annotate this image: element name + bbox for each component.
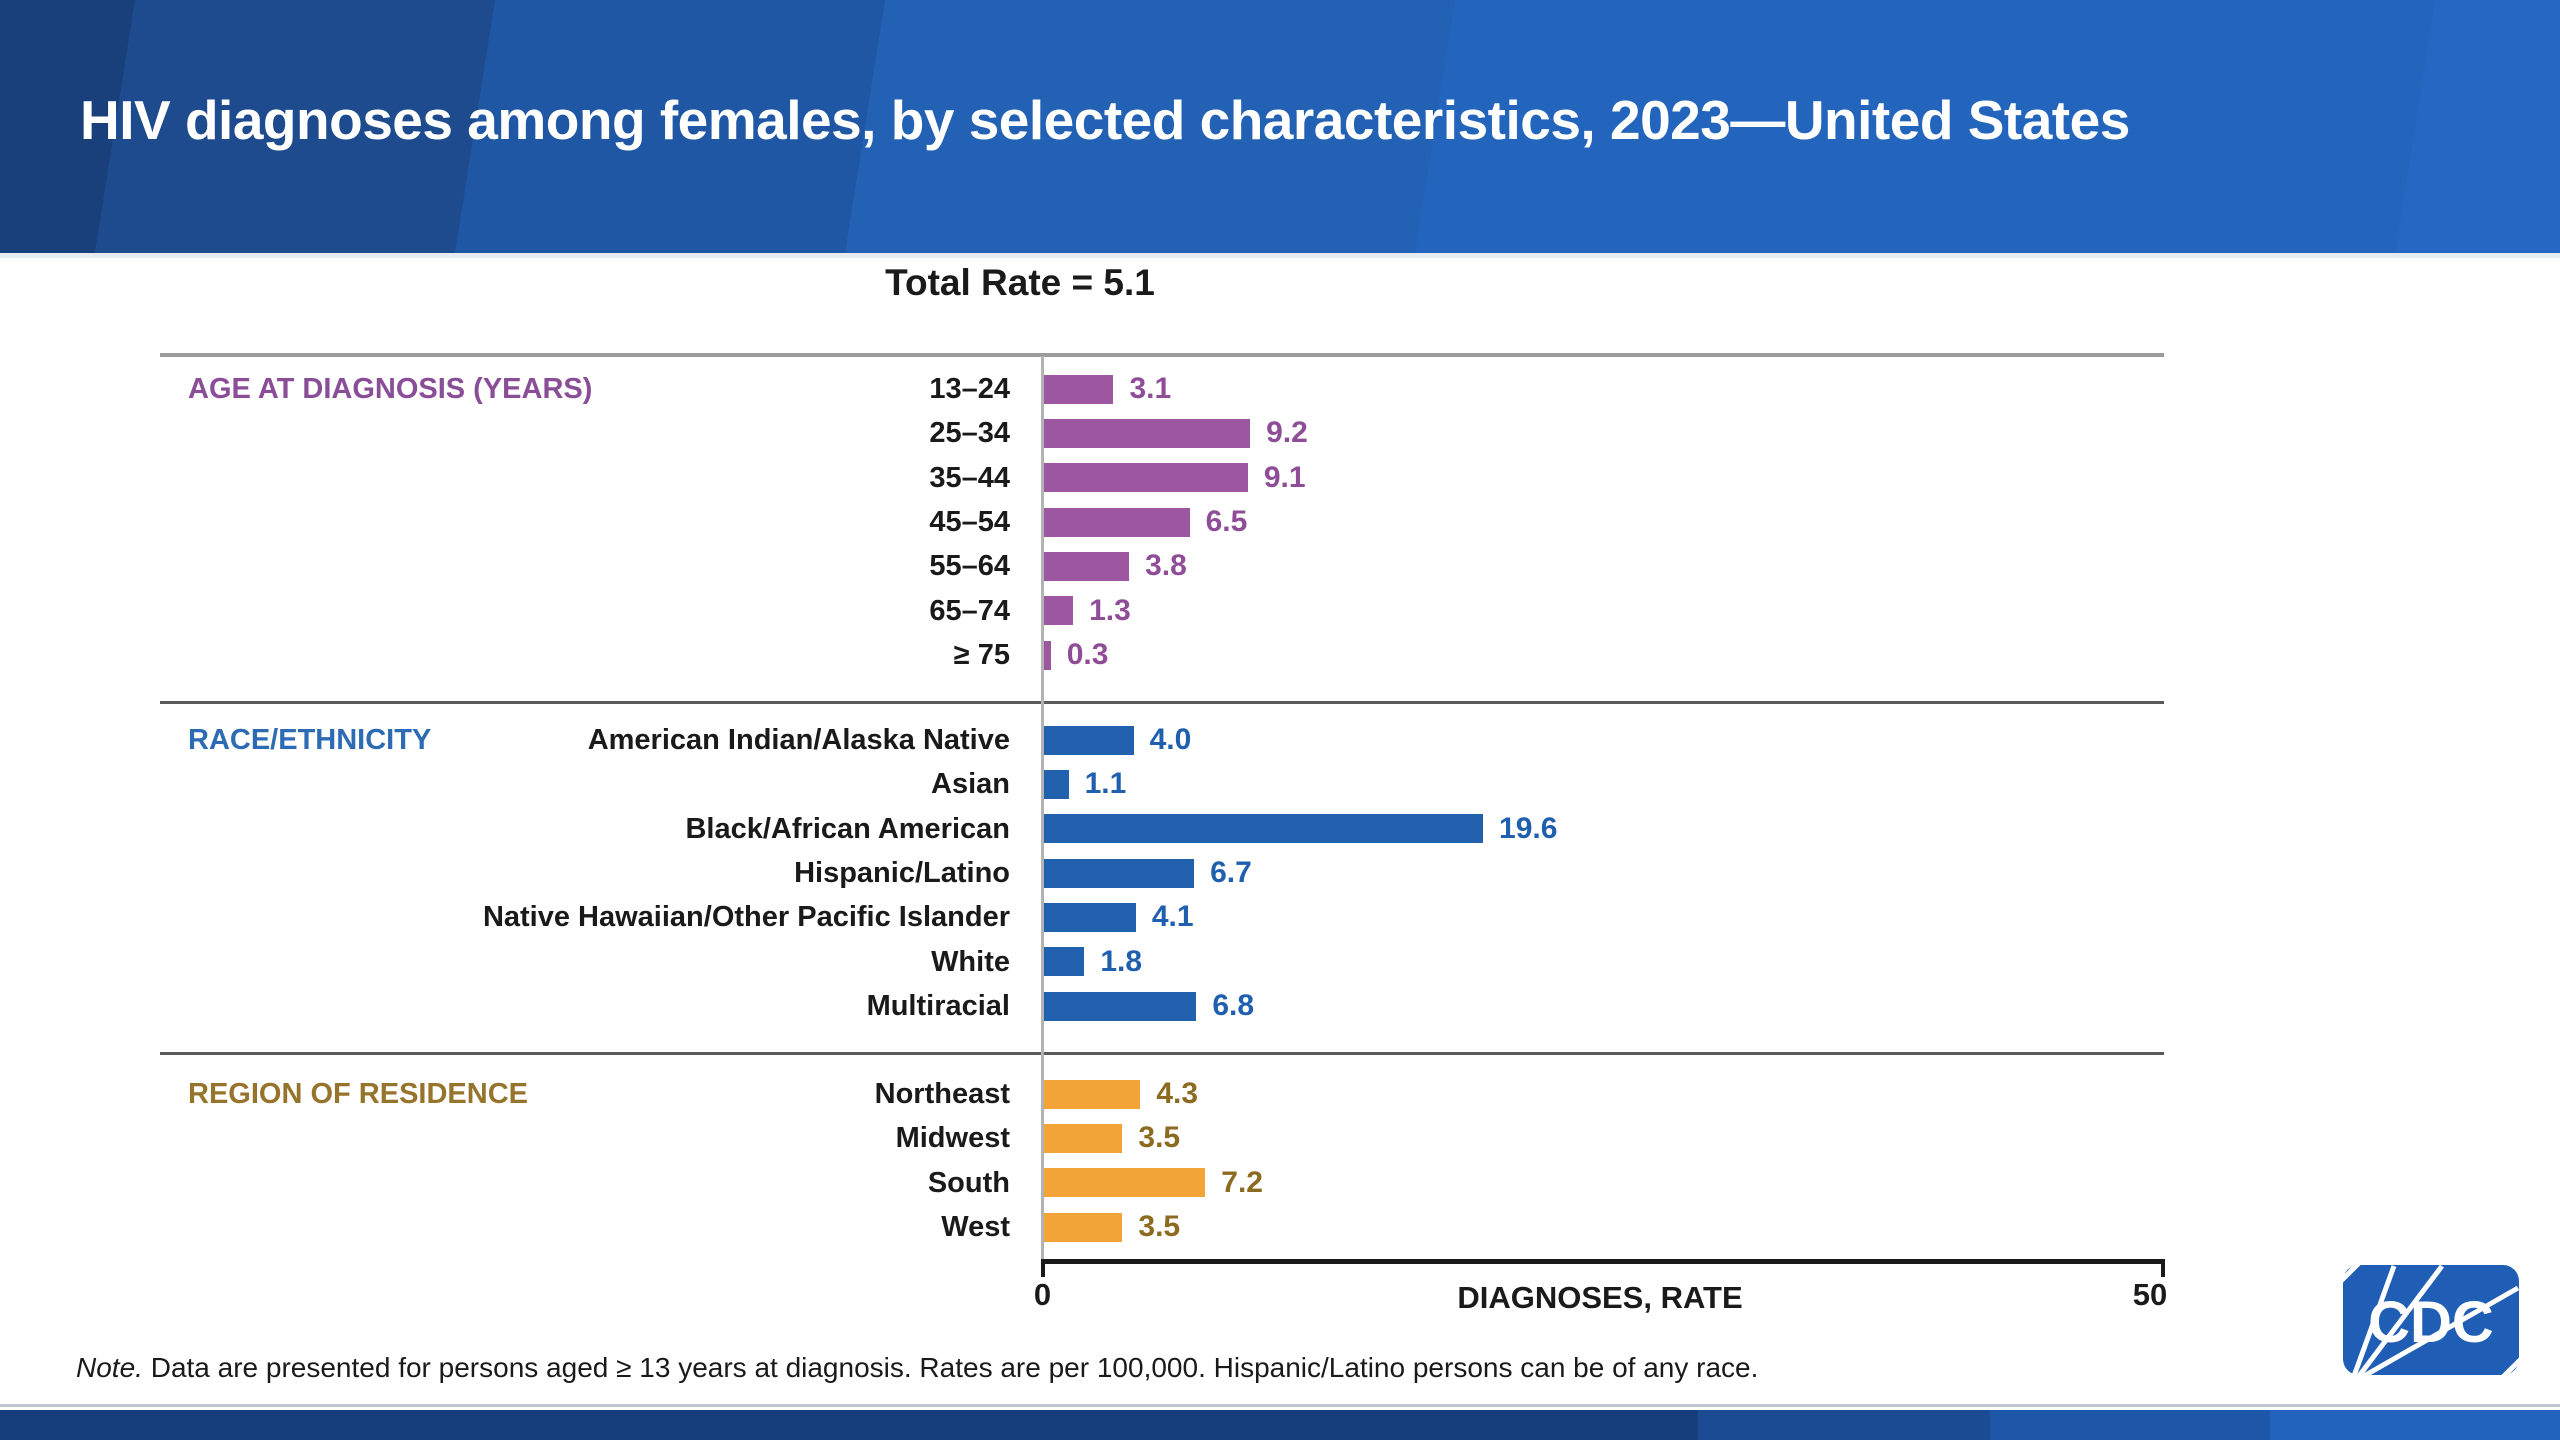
- header-banner: HIV diagnoses among females, by selected…: [0, 0, 2560, 253]
- value-label-age: 3.1: [1129, 372, 1172, 405]
- category-label-age: 55–64: [929, 550, 1010, 583]
- bar-race: [1044, 769, 1069, 799]
- footnote-prefix: Note.: [76, 1352, 143, 1383]
- section-label-race: RACE/ETHNICITY: [188, 724, 432, 756]
- value-label-race: 4.1: [1151, 900, 1194, 934]
- x-tick-label-0: 0: [1033, 1277, 1052, 1312]
- cdc-logo-rays-icon: [2342, 1264, 2520, 1376]
- bar-age: [1044, 463, 1248, 493]
- value-label-region: 3.5: [1138, 1210, 1181, 1244]
- bar-region: [1044, 1123, 1123, 1153]
- section-label-region: REGION OF RESIDENCE: [188, 1078, 528, 1110]
- cdc-logo: CDC: [2342, 1264, 2520, 1376]
- value-label-age: 6.5: [1205, 505, 1248, 539]
- category-label-age: 25–34: [929, 417, 1010, 450]
- category-label-race: Asian: [931, 768, 1010, 801]
- value-label-age: 9.2: [1266, 416, 1308, 450]
- bar-race: [1044, 858, 1195, 888]
- x-axis-title: DIAGNOSES, RATE: [1457, 1280, 1743, 1315]
- category-label-region: Midwest: [895, 1122, 1010, 1155]
- total-rate-label: Total Rate = 5.1: [885, 262, 1155, 303]
- category-label-age: 65–74: [929, 594, 1010, 627]
- bar-race: [1044, 947, 1085, 977]
- bar-region: [1044, 1212, 1123, 1242]
- divider-age-race: [160, 701, 2164, 704]
- footer-stripe: [1698, 1410, 1990, 1440]
- x-axis-tick-right: [2161, 1264, 2165, 1277]
- bar-age: [1044, 418, 1251, 448]
- divider-top: [160, 353, 2164, 357]
- bar-race: [1044, 814, 1484, 844]
- value-label-age: 9.1: [1263, 460, 1306, 494]
- cdc-logo-text: CDC: [2368, 1290, 2494, 1355]
- category-label-race: White: [931, 945, 1010, 978]
- footer-divider: [0, 1404, 2560, 1407]
- value-label-region: 7.2: [1221, 1165, 1263, 1199]
- category-label-age: 35–44: [929, 461, 1010, 494]
- value-label-race: 19.6: [1499, 811, 1558, 845]
- footer-bar: [0, 1410, 2560, 1440]
- category-label-region: South: [927, 1166, 1010, 1199]
- value-label-region: 4.3: [1156, 1077, 1199, 1110]
- bar-age: [1044, 640, 1051, 670]
- category-label-region: West: [941, 1211, 1010, 1244]
- footer-stripe: [2270, 1410, 2560, 1440]
- category-label-age: 13–24: [929, 373, 1010, 405]
- bar-race: [1044, 725, 1134, 755]
- slide-title: HIV diagnoses among females, by selected…: [80, 89, 2130, 151]
- x-tick-label-50: 50: [2132, 1277, 2168, 1312]
- section-label-age: AGE AT DIAGNOSIS (YEARS): [188, 373, 593, 405]
- bar-age: [1044, 596, 1074, 626]
- category-label-region: Northeast: [874, 1078, 1010, 1110]
- footnote: Note. Data are presented for persons age…: [76, 1352, 1758, 1384]
- value-label-age: 0.3: [1066, 638, 1109, 672]
- bar-race: [1044, 902, 1136, 932]
- category-label-race: Multiracial: [866, 990, 1010, 1023]
- bar-age: [1044, 551, 1130, 581]
- category-label-age: 45–54: [929, 506, 1010, 539]
- bar-race: [1044, 991, 1197, 1021]
- value-label-race: 4.0: [1149, 723, 1192, 756]
- category-label-age: ≥ 75: [953, 639, 1010, 672]
- value-label-race: 6.8: [1212, 989, 1255, 1023]
- category-label-race: American Indian/Alaska Native: [587, 724, 1010, 756]
- value-label-race: 1.8: [1100, 944, 1143, 978]
- value-label-region: 3.5: [1138, 1121, 1181, 1155]
- x-axis-line: [1041, 1259, 2165, 1277]
- category-label-race: Hispanic/Latino: [794, 857, 1010, 890]
- x-axis-tick-left: [1041, 1264, 1045, 1277]
- bar-region: [1044, 1079, 1141, 1109]
- value-label-race: 1.1: [1084, 767, 1127, 801]
- bar-age: [1044, 374, 1114, 404]
- footer-stripe: [1990, 1410, 2270, 1440]
- banner-bottom-edge: [0, 253, 2560, 258]
- value-label-age: 3.8: [1145, 549, 1187, 583]
- value-label-age: 1.3: [1089, 593, 1131, 627]
- y-axis-line: [1041, 356, 1044, 1262]
- value-label-race: 6.7: [1210, 856, 1252, 890]
- category-label-race: Native Hawaiian/Other Pacific Islander: [482, 901, 1010, 934]
- category-label-race: Black/African American: [685, 812, 1010, 845]
- bar-age: [1044, 507, 1190, 537]
- divider-race-region: [160, 1052, 2164, 1055]
- footnote-body: Data are presented for persons aged ≥ 13…: [142, 1352, 1759, 1383]
- bar-region: [1044, 1168, 1206, 1198]
